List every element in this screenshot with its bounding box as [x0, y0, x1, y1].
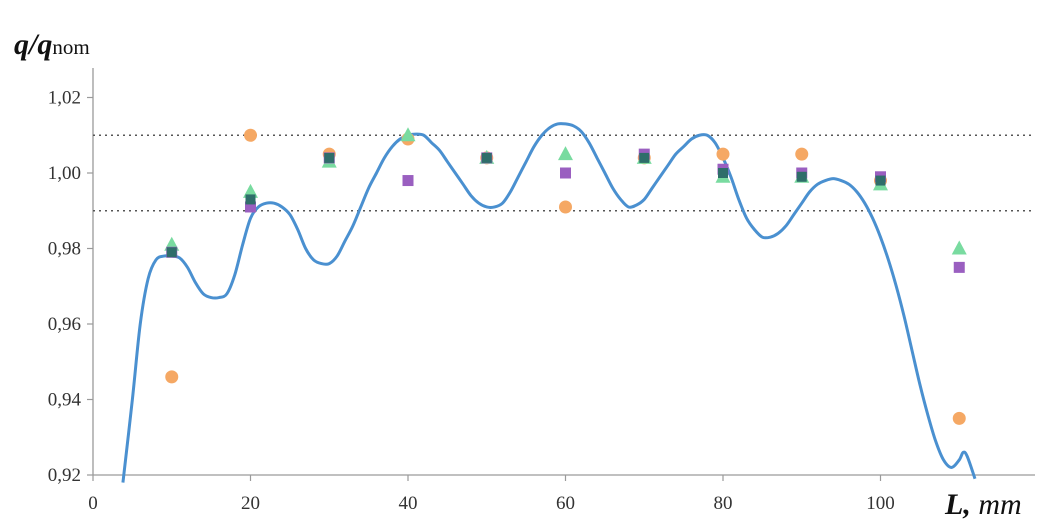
- square-marker: [639, 152, 650, 163]
- triangle-marker: [400, 127, 416, 142]
- triangle-marker: [243, 183, 258, 198]
- circle-marker: [165, 370, 179, 384]
- x-tick-label: 20: [241, 493, 260, 514]
- square-marker: [875, 175, 886, 186]
- square-marker: [245, 201, 256, 213]
- circle-marker: [244, 128, 257, 142]
- square-marker: [166, 247, 177, 258]
- triangle-marker: [951, 240, 967, 255]
- y-axis-label-sub: nom: [52, 35, 90, 59]
- y-tick-label: 0,92: [48, 465, 81, 486]
- x-axis-label-var: L,: [945, 488, 971, 521]
- square-marker: [718, 168, 728, 178]
- square-marker: [481, 152, 492, 163]
- square-marker: [796, 171, 807, 182]
- y-tick-label: 1,00: [48, 163, 81, 184]
- square-marker: [324, 152, 335, 163]
- y-tick-label: 0,96: [48, 314, 81, 335]
- square-marker: [245, 194, 256, 205]
- x-tick-label: 40: [399, 493, 418, 514]
- circle-marker: [952, 411, 966, 425]
- circle-marker: [795, 147, 809, 161]
- y-axis-label: q/qnom: [14, 28, 90, 62]
- x-axis-label-unit: mm: [978, 488, 1022, 521]
- y-tick-label: 0,98: [48, 239, 81, 260]
- fitted-curve: [121, 122, 977, 483]
- x-tick-label: 80: [714, 493, 733, 514]
- x-tick-label: 60: [556, 493, 575, 514]
- y-tick-label: 0,94: [48, 390, 82, 411]
- x-tick-label: 0: [88, 493, 98, 514]
- circle-marker: [716, 147, 730, 161]
- x-tick-label: 100: [866, 493, 895, 514]
- y-axis-label-var: q/q: [14, 28, 53, 61]
- triangle-marker: [558, 146, 573, 161]
- y-tick-label: 1,02: [48, 88, 81, 109]
- x-axis-label: L, mm: [945, 488, 1022, 522]
- square-marker: [953, 261, 965, 273]
- square-marker: [402, 175, 414, 187]
- square-marker: [560, 167, 571, 179]
- circle-marker: [559, 200, 572, 214]
